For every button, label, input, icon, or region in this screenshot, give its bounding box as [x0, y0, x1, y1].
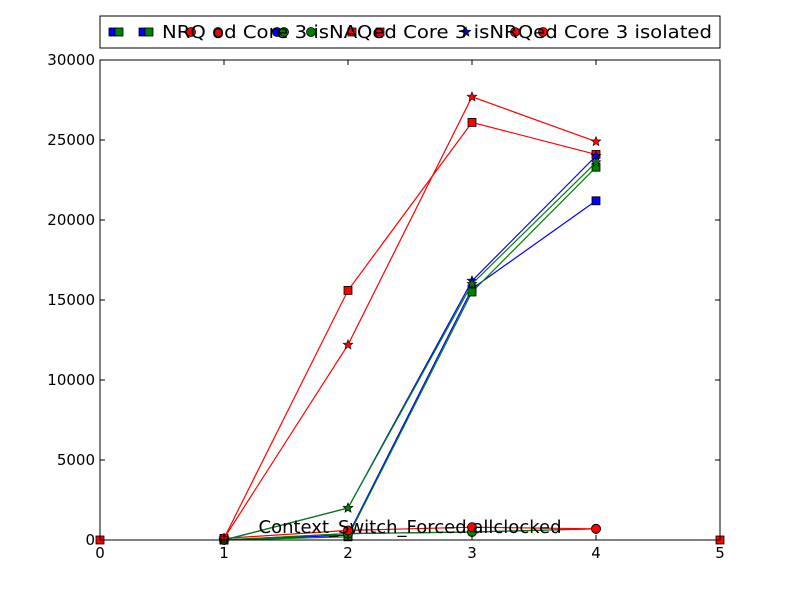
legend-marker-11 [460, 26, 472, 37]
x-tick-label-3: 3 [467, 544, 477, 562]
series-5 [219, 522, 601, 544]
legend-marker-13 [538, 27, 548, 37]
y-tick-label-4: 20000 [47, 211, 95, 229]
series-4-line [223, 528, 597, 541]
series-2-point-1 [343, 285, 353, 295]
legend-marker-5 [213, 27, 223, 37]
series-2-point-2 [467, 118, 477, 127]
legend-marker-3 [144, 27, 154, 37]
series-layer [218, 90, 602, 545]
series-8-line [223, 96, 597, 539]
series-7-point-3 [590, 156, 602, 168]
series-2-line [223, 121, 597, 539]
x-tick-label-4: 4 [591, 544, 601, 562]
series-8-point-2 [466, 90, 478, 102]
legend-marker-10 [375, 27, 385, 37]
plot-area [100, 60, 720, 540]
series-8-point-3 [590, 135, 602, 147]
y-tick-label-1: 5000 [57, 451, 95, 469]
y-tick-label-2: 10000 [47, 371, 95, 389]
legend-marker-12 [510, 27, 520, 37]
series-5-point-3 [591, 523, 601, 534]
series-5-point-2 [467, 522, 477, 533]
chart-annotation: Context_Switch_Forced allclocked [259, 517, 562, 538]
legend-marker-1 [114, 27, 124, 37]
legend-marker-8 [306, 27, 316, 37]
legend: NRQ od Core 3 isNAQed Core 3 isNRQed Cor… [99, 15, 721, 49]
x-tick-label-5: 5 [715, 544, 725, 562]
y-tick-label-5: 25000 [47, 131, 95, 149]
series-7-point-2 [466, 278, 478, 289]
legend-markers [108, 26, 548, 37]
series-7-line [223, 161, 597, 541]
legend-marker-9 [347, 27, 357, 37]
y-tick-label-3: 15000 [47, 291, 95, 309]
y-tick-label-0: 0 [85, 531, 95, 549]
series-0-line [223, 200, 597, 541]
legend-text: NRQ od Core 3 isNAQed Core 3 isNRQed Cor… [162, 22, 712, 43]
x-tick-label-0: 0 [95, 544, 105, 562]
series-8 [218, 90, 602, 544]
series-0-point-3 [591, 196, 601, 206]
series-7-point-1 [342, 502, 354, 513]
series-5-line [223, 526, 597, 539]
x-tick-label-1: 1 [219, 544, 229, 562]
series-8-point-1 [342, 338, 354, 350]
legend-box [99, 15, 721, 49]
y-tick-label-6: 30000 [47, 51, 95, 69]
x-tick-label-2: 2 [343, 544, 353, 562]
legend-marker-7 [279, 27, 289, 37]
plot-frame [99, 59, 721, 541]
series-1-line [223, 166, 597, 541]
legend-marker-4 [186, 27, 196, 37]
series-5-point-1 [343, 525, 353, 536]
